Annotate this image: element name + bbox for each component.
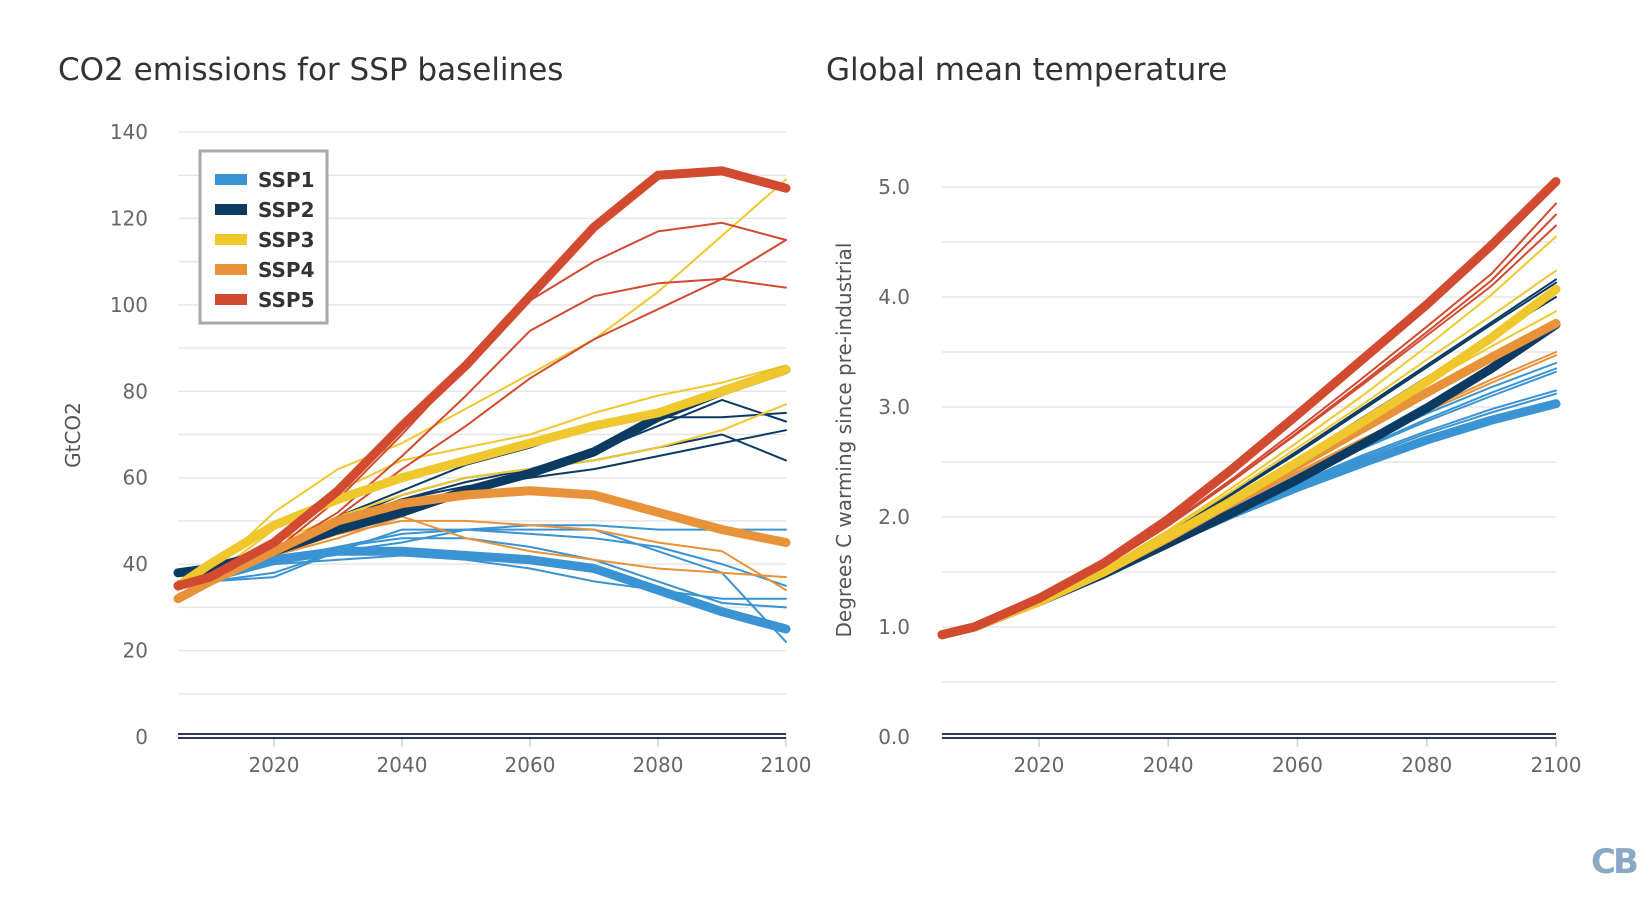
y-tick-label: 100 — [110, 293, 148, 317]
x-tick-label: 2060 — [505, 753, 556, 777]
x-tick-label: 2080 — [633, 753, 684, 777]
x-tick-label: 2080 — [1401, 753, 1452, 777]
series-line-ssp3-thin — [177, 178, 787, 592]
y-tick-label: 0 — [135, 725, 148, 749]
legend-swatch-ssp2 — [215, 204, 247, 215]
legend-swatch-ssp4 — [215, 264, 247, 275]
legend-swatch-ssp5 — [215, 294, 247, 305]
carbon-brief-logo: CB — [1591, 842, 1639, 882]
y-tick-label: 1.0 — [878, 615, 910, 639]
x-tick-label: 2060 — [1272, 753, 1323, 777]
legend-label-ssp1: SSP1 — [258, 168, 314, 192]
legend-swatch-ssp1 — [215, 174, 247, 185]
y-tick-label: 40 — [123, 552, 148, 576]
legend-label-ssp2: SSP2 — [258, 198, 314, 222]
y-tick-label: 20 — [123, 639, 148, 663]
y-axis-label: GtCO2 — [61, 402, 85, 468]
legend: SSP1 SSP2 SSP3 SSP4 SSP5 — [198, 149, 329, 325]
legend-label-ssp4: SSP4 — [258, 258, 314, 282]
y-tick-label: 140 — [110, 120, 148, 144]
chart-title-emissions: CO2 emissions for SSP baselines — [58, 52, 564, 88]
legend-swatch-ssp3 — [215, 234, 247, 245]
series-line-ssp5-thick — [937, 177, 1561, 640]
y-tick-label: 5.0 — [878, 175, 910, 199]
x-tick-label: 2100 — [761, 753, 812, 777]
y-tick-label: 60 — [123, 466, 148, 490]
y-tick-label: 2.0 — [878, 505, 910, 529]
y-tick-label: 120 — [110, 206, 148, 230]
y-tick-label: 4.0 — [878, 285, 910, 309]
y-tick-label: 80 — [123, 379, 148, 403]
series-line-ssp5-thick — [173, 166, 791, 591]
legend-label-ssp5: SSP5 — [258, 288, 314, 312]
y-axis-label: Degrees C warming since pre-industrial — [832, 243, 856, 638]
y-tick-label: 3.0 — [878, 395, 910, 419]
x-tick-label: 2040 — [377, 753, 428, 777]
x-tick-label: 2020 — [249, 753, 300, 777]
series-group — [173, 166, 791, 643]
series-line-ssp4-thick — [173, 486, 791, 604]
x-tick-label: 2040 — [1143, 753, 1194, 777]
temperature-plot: 0.0 1.0 2.0 3.0 4.0 5.0 2020 2040 2060 2080 2100 De… — [832, 175, 1581, 777]
x-tick-label: 2100 — [1531, 753, 1582, 777]
x-tick-label: 2020 — [1013, 753, 1064, 777]
y-tick-label: 0.0 — [878, 725, 910, 749]
chart-title-temperature: Global mean temperature — [826, 52, 1228, 88]
series-line-ssp3-thick — [173, 365, 791, 591]
series-group — [937, 177, 1561, 640]
legend-label-ssp3: SSP3 — [258, 228, 314, 252]
series-line-ssp3-thin — [177, 364, 787, 592]
